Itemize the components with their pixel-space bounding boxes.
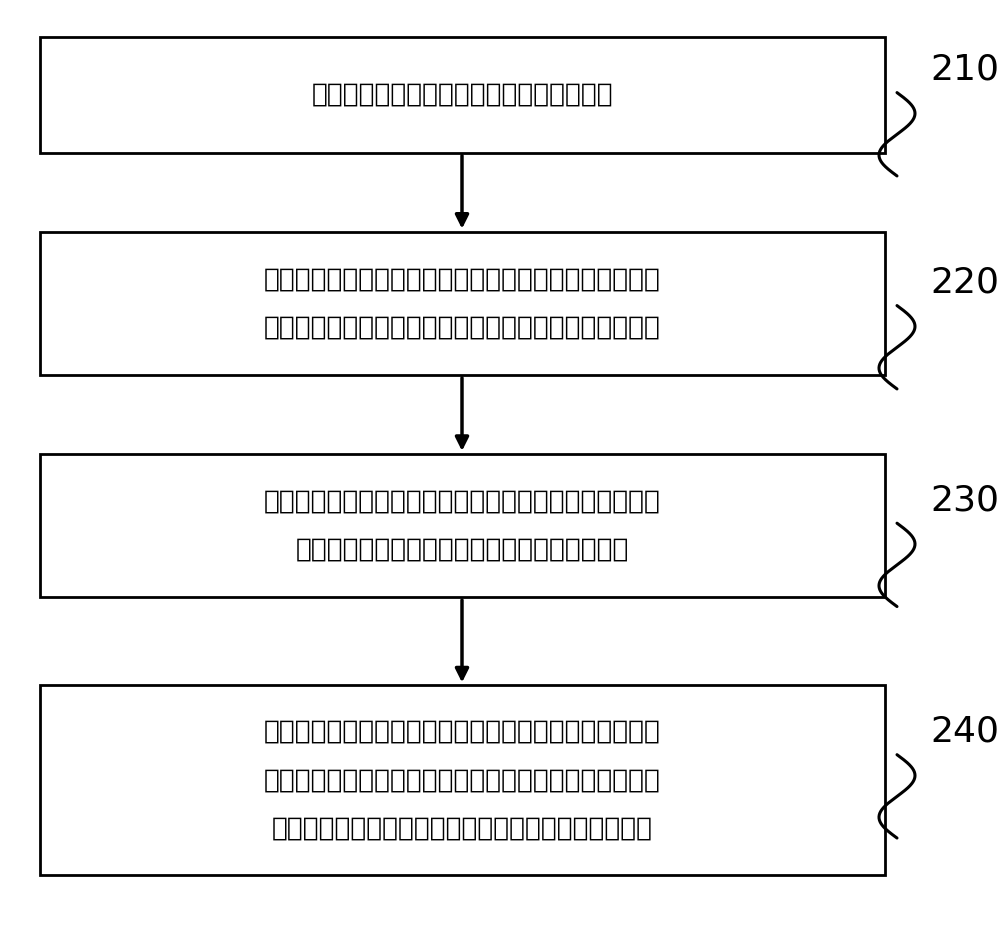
FancyBboxPatch shape [40,685,885,875]
Text: 240: 240 [930,715,1000,748]
Text: 210: 210 [930,53,1000,86]
FancyBboxPatch shape [40,37,885,153]
Text: 对所述多个储能装置建立动、稳态数学模型: 对所述多个储能装置建立动、稳态数学模型 [312,81,613,108]
Text: 储能装置承担，从而对储能装置的功率流进行优化配置: 储能装置承担，从而对储能装置的功率流进行优化配置 [272,815,653,842]
Text: 根据所述系统负荷缺电率建立容量优化目标函数的优化约: 根据所述系统负荷缺电率建立容量优化目标函数的优化约 [264,488,661,515]
Text: 230: 230 [930,483,1000,517]
FancyBboxPatch shape [40,454,885,597]
Text: 束条件，从而对各储能装置的容量进行优化配置: 束条件，从而对各储能装置的容量进行优化配置 [296,536,629,563]
Text: 220: 220 [930,266,1000,299]
Text: 将分离后的不同频率分量对应的负荷功率分别分配给多个: 将分离后的不同频率分量对应的负荷功率分别分配给多个 [264,767,661,794]
FancyBboxPatch shape [40,232,885,375]
Text: 储能装置的荷电状态进行在线监测，得到系统负荷缺电率: 储能装置的荷电状态进行在线监测，得到系统负荷缺电率 [264,314,661,341]
Text: 对所述储能系统的负荷功率基于不同频率分量进行分离，: 对所述储能系统的负荷功率基于不同频率分量进行分离， [264,719,661,745]
Text: 基于所述数学模型建立容量优化目标函数，并对所述多个: 基于所述数学模型建立容量优化目标函数，并对所述多个 [264,266,661,293]
